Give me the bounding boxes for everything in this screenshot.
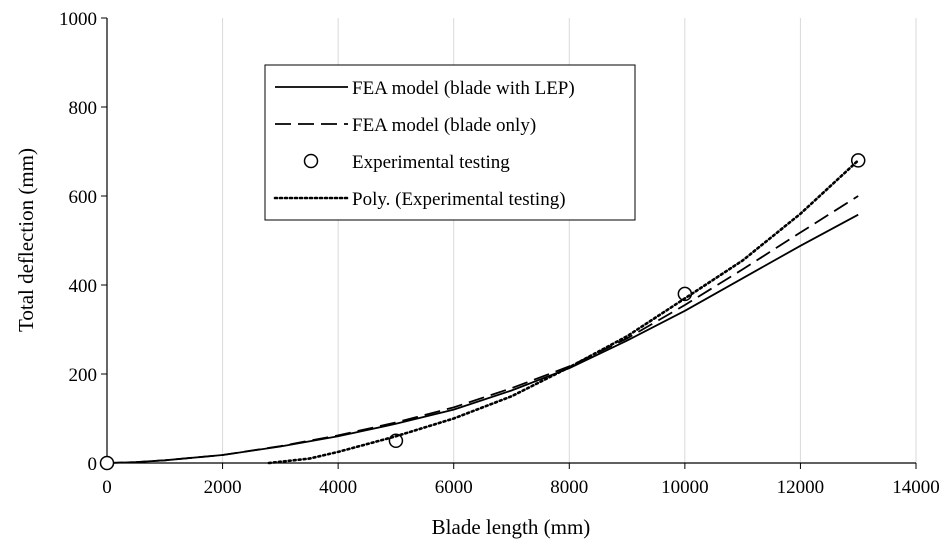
y-axis-label: Total deflection (mm) — [14, 148, 38, 332]
x-tick-label: 4000 — [319, 477, 357, 498]
series-line-3 — [267, 159, 860, 465]
y-tick-label: 1000 — [59, 9, 97, 30]
legend: FEA model (blade with LEP) FEA model (bla… — [264, 64, 636, 221]
x-tick-label: 2000 — [204, 477, 242, 498]
x-tick-label: 6000 — [435, 477, 473, 498]
tick-labels: 0 2000 4000 6000 8000 10000 12000 14000 0 200 400 6… — [59, 9, 940, 498]
x-tick-label: 8000 — [550, 477, 588, 498]
y-tick-label: 400 — [69, 276, 98, 297]
experimental-point — [99, 455, 115, 471]
x-tick-label: 10000 — [661, 477, 709, 498]
x-axis-label: Blade length (mm) — [432, 515, 591, 539]
legend-label: Experimental testing — [352, 152, 510, 173]
y-tick-label: 600 — [69, 187, 98, 208]
axes — [101, 17, 917, 469]
legend-label: Poly. (Experimental testing) — [352, 189, 566, 210]
x-tick-label: 14000 — [892, 477, 940, 498]
x-tick-label: 0 — [102, 477, 112, 498]
legend-marker — [303, 153, 319, 169]
legend-label: FEA model (blade with LEP) — [352, 78, 575, 99]
legend-box — [264, 64, 636, 221]
x-tick-label: 12000 — [777, 477, 825, 498]
y-tick-label: 0 — [88, 454, 98, 475]
series-line-0 — [106, 213, 859, 464]
y-tick-label: 200 — [69, 365, 98, 386]
y-tick-label: 800 — [69, 98, 98, 119]
plot-area — [99, 153, 866, 471]
legend-label: FEA model (blade only) — [352, 115, 536, 136]
series-line-1 — [106, 195, 859, 464]
